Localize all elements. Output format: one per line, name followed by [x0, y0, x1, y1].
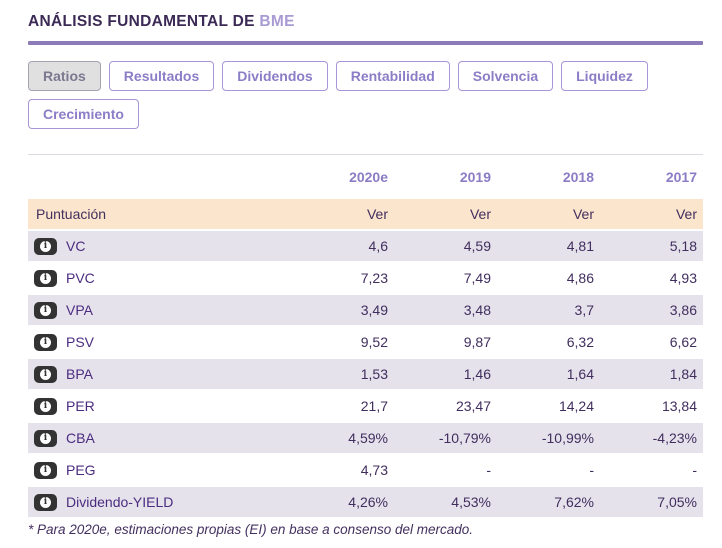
page-title: ANÁLISIS FUNDAMENTAL DE BME [28, 13, 703, 31]
table-row-pvc: i PVC 7,23 7,49 4,86 4,93 [28, 263, 703, 293]
ratio-value: 1,84 [669, 366, 697, 382]
page-title-text: ANÁLISIS FUNDAMENTAL DE [28, 13, 255, 30]
year-header-2017: 2017 [665, 169, 697, 185]
table-row-bpa: i BPA 1,53 1,46 1,64 1,84 [28, 359, 703, 389]
ratio-value: 9,87 [463, 334, 491, 350]
title-divider [28, 41, 703, 45]
ratio-value: 23,47 [455, 398, 491, 414]
ratio-value: 4,73 [360, 462, 388, 478]
ratios-table: 2020e 2019 2018 2017 Puntuación Ver Ver … [28, 154, 703, 517]
tab-solvencia[interactable]: Solvencia [457, 61, 554, 91]
ratio-value: -10,79% [438, 430, 491, 446]
ratio-value: -4,23% [652, 430, 697, 446]
ratio-label: PSV [66, 334, 95, 350]
info-icon[interactable]: i [34, 397, 57, 415]
table-row-per: i PER 21,7 23,47 14,24 13,84 [28, 391, 703, 421]
ratio-value: 1,46 [463, 366, 491, 382]
table-row-vc: i VC 4,6 4,59 4,81 5,18 [28, 231, 703, 261]
ver-link-2017[interactable]: Ver [675, 206, 697, 222]
ratio-value: 6,32 [566, 334, 594, 350]
tab-rentabilidad[interactable]: Rentabilidad [335, 61, 450, 91]
ratio-value: 4,59% [348, 430, 388, 446]
ratio-label: PEG [66, 462, 96, 478]
tab-dividendos[interactable]: Dividendos [222, 61, 328, 91]
ratio-value: 3,7 [574, 302, 594, 318]
ticker-label: BME [259, 13, 295, 30]
info-icon[interactable]: i [34, 237, 57, 255]
ratio-label: PVC [66, 270, 95, 286]
ratio-value: 5,18 [669, 238, 697, 254]
year-header-2020e: 2020e [349, 169, 388, 185]
ratio-value: 21,7 [360, 398, 388, 414]
tab-ratios[interactable]: Ratios [28, 61, 101, 91]
table-row-peg: i PEG 4,73 - - - [28, 455, 703, 485]
info-icon[interactable]: i [34, 301, 57, 319]
footnote: * Para 2020e, estimaciones propias (EI) … [28, 522, 474, 537]
ratio-label: Dividendo-YIELD [66, 494, 174, 510]
info-icon[interactable]: i [34, 461, 57, 479]
info-icon[interactable]: i [34, 333, 57, 351]
table-row-cba: i CBA 4,59% -10,79% -10,99% -4,23% [28, 423, 703, 453]
ratio-value: 1,53 [360, 366, 388, 382]
ratio-value: 4,81 [566, 238, 594, 254]
tab-liquidez[interactable]: Liquidez [561, 61, 648, 91]
ratio-value: 13,84 [661, 398, 697, 414]
tab-crecimiento[interactable]: Crecimiento [28, 99, 139, 129]
ratio-value: 4,59 [463, 238, 491, 254]
year-header-2019: 2019 [459, 169, 491, 185]
info-icon[interactable]: i [34, 365, 57, 383]
ratio-value: 4,53% [451, 494, 491, 510]
ratio-value: 3,86 [669, 302, 697, 318]
ratio-value: 14,24 [558, 398, 594, 414]
info-icon[interactable]: i [34, 493, 57, 511]
ratio-label: CBA [66, 430, 95, 446]
ratio-value: 4,6 [368, 238, 388, 254]
ratio-value: - [486, 462, 491, 478]
ratio-value: 7,05% [657, 494, 697, 510]
ratio-value: 7,62% [554, 494, 594, 510]
info-icon[interactable]: i [34, 269, 57, 287]
score-row: Puntuación Ver Ver Ver Ver [28, 199, 703, 229]
ratio-value: 3,48 [463, 302, 491, 318]
ver-link-2019[interactable]: Ver [469, 206, 491, 222]
ver-link-2018[interactable]: Ver [572, 206, 594, 222]
ratio-value: 4,26% [348, 494, 388, 510]
ratio-label: VC [66, 238, 86, 254]
ratio-value: - [692, 462, 697, 478]
ratio-value: 3,49 [360, 302, 388, 318]
ratio-value: 9,52 [360, 334, 388, 350]
year-header-2018: 2018 [562, 169, 594, 185]
category-tabs: Ratios Resultados Dividendos Rentabilida… [28, 61, 703, 129]
ratio-value: 4,86 [566, 270, 594, 286]
ratio-label: BPA [66, 366, 93, 382]
year-header-row: 2020e 2019 2018 2017 [28, 155, 703, 199]
table-row-psv: i PSV 9,52 9,87 6,32 6,62 [28, 327, 703, 357]
ratio-value: - [589, 462, 594, 478]
ver-link-2020e[interactable]: Ver [366, 206, 388, 222]
table-row-vpa: i VPA 3,49 3,48 3,7 3,86 [28, 295, 703, 325]
score-row-label: Puntuación [36, 206, 107, 222]
ratio-value: 7,49 [463, 270, 491, 286]
ratio-value: 6,62 [669, 334, 697, 350]
table-row-dividendo-yield: i Dividendo-YIELD 4,26% 4,53% 7,62% 7,05… [28, 487, 703, 517]
ratio-label: PER [66, 398, 95, 414]
tab-resultados[interactable]: Resultados [108, 61, 215, 91]
ratio-label: VPA [66, 302, 93, 318]
ratio-value: -10,99% [541, 430, 594, 446]
ratio-value: 4,93 [669, 270, 697, 286]
ratio-value: 7,23 [360, 270, 388, 286]
info-icon[interactable]: i [34, 429, 57, 447]
ratio-value: 1,64 [566, 366, 594, 382]
